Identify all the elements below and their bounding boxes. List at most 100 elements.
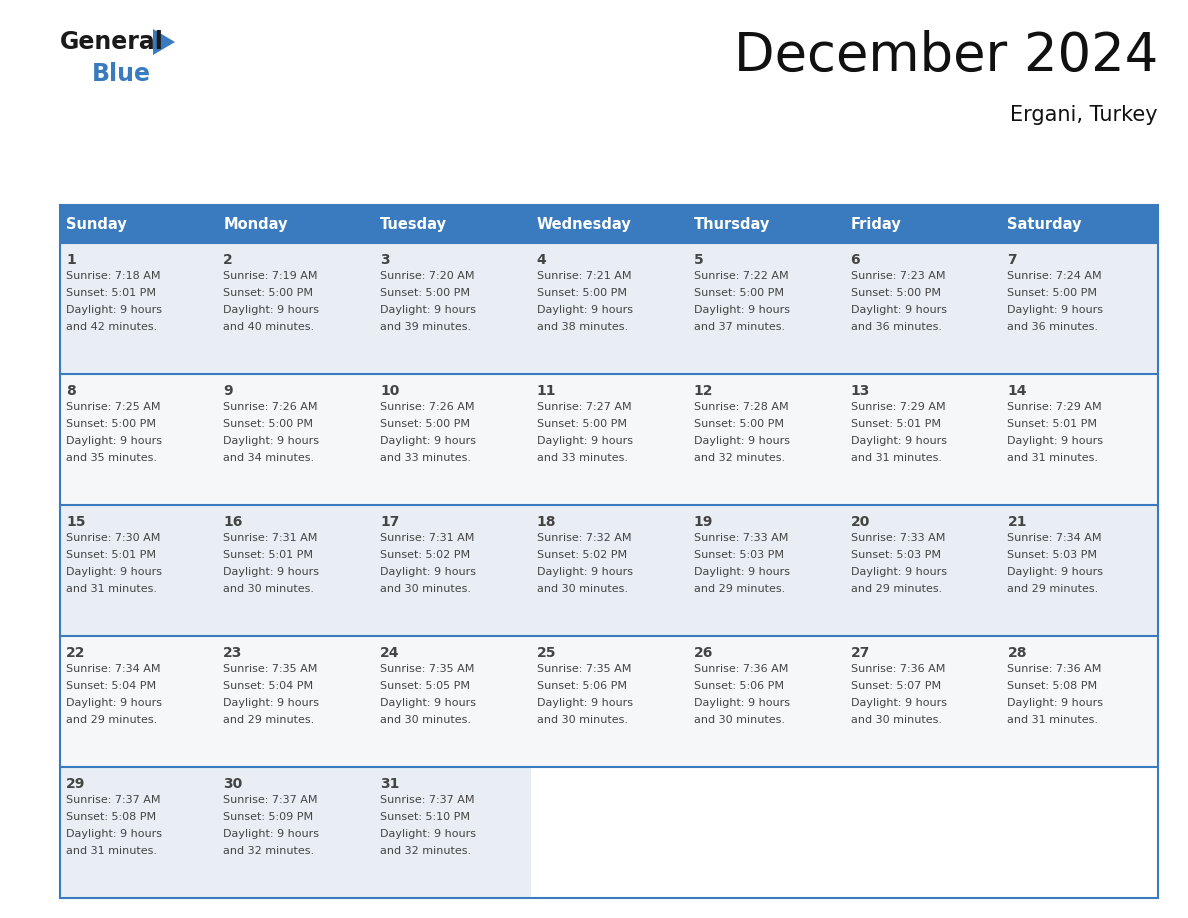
Text: and 30 minutes.: and 30 minutes. xyxy=(694,715,785,725)
Text: 11: 11 xyxy=(537,384,556,398)
Text: Sunrise: 7:20 AM: Sunrise: 7:20 AM xyxy=(380,271,474,281)
Text: 9: 9 xyxy=(223,384,233,398)
Text: Daylight: 9 hours: Daylight: 9 hours xyxy=(223,567,320,577)
Bar xyxy=(1001,505,1158,636)
Bar xyxy=(374,374,531,505)
Text: and 36 minutes.: and 36 minutes. xyxy=(851,322,942,332)
Bar xyxy=(845,505,1001,636)
Bar xyxy=(845,205,1001,243)
Bar xyxy=(688,636,845,767)
Text: Sunrise: 7:29 AM: Sunrise: 7:29 AM xyxy=(851,402,946,412)
Bar xyxy=(217,505,374,636)
Text: Sunset: 5:00 PM: Sunset: 5:00 PM xyxy=(537,419,627,429)
Text: 3: 3 xyxy=(380,253,390,267)
Text: Daylight: 9 hours: Daylight: 9 hours xyxy=(1007,698,1104,708)
Text: Sunset: 5:01 PM: Sunset: 5:01 PM xyxy=(223,550,314,560)
Bar xyxy=(688,374,845,505)
Text: 16: 16 xyxy=(223,515,242,529)
Text: and 32 minutes.: and 32 minutes. xyxy=(223,846,315,856)
Text: and 30 minutes.: and 30 minutes. xyxy=(851,715,942,725)
Text: Daylight: 9 hours: Daylight: 9 hours xyxy=(851,567,947,577)
Bar xyxy=(1001,243,1158,374)
Text: Sunset: 5:00 PM: Sunset: 5:00 PM xyxy=(380,288,470,298)
Text: Daylight: 9 hours: Daylight: 9 hours xyxy=(67,436,163,446)
Bar xyxy=(61,374,217,505)
Text: Daylight: 9 hours: Daylight: 9 hours xyxy=(380,567,476,577)
Text: 2: 2 xyxy=(223,253,233,267)
Text: and 42 minutes.: and 42 minutes. xyxy=(67,322,158,332)
Text: and 32 minutes.: and 32 minutes. xyxy=(380,846,472,856)
Text: Sunrise: 7:32 AM: Sunrise: 7:32 AM xyxy=(537,533,631,543)
Text: and 30 minutes.: and 30 minutes. xyxy=(380,584,470,594)
Text: Sunrise: 7:33 AM: Sunrise: 7:33 AM xyxy=(851,533,944,543)
Text: 26: 26 xyxy=(694,646,713,660)
Text: Sunrise: 7:35 AM: Sunrise: 7:35 AM xyxy=(223,664,317,674)
Text: Daylight: 9 hours: Daylight: 9 hours xyxy=(67,305,163,315)
Bar xyxy=(61,636,217,767)
Bar xyxy=(531,205,688,243)
Text: 22: 22 xyxy=(67,646,86,660)
Text: December 2024: December 2024 xyxy=(734,30,1158,82)
Text: Sunrise: 7:33 AM: Sunrise: 7:33 AM xyxy=(694,533,788,543)
Polygon shape xyxy=(153,29,175,55)
Text: Sunrise: 7:30 AM: Sunrise: 7:30 AM xyxy=(67,533,160,543)
Text: and 30 minutes.: and 30 minutes. xyxy=(380,715,470,725)
Text: Sunrise: 7:31 AM: Sunrise: 7:31 AM xyxy=(223,533,317,543)
Text: Sunset: 5:04 PM: Sunset: 5:04 PM xyxy=(67,681,157,691)
Text: Sunset: 5:03 PM: Sunset: 5:03 PM xyxy=(694,550,784,560)
Text: Sunrise: 7:27 AM: Sunrise: 7:27 AM xyxy=(537,402,632,412)
Text: 19: 19 xyxy=(694,515,713,529)
Text: Sunrise: 7:36 AM: Sunrise: 7:36 AM xyxy=(694,664,788,674)
Text: 27: 27 xyxy=(851,646,870,660)
Text: and 31 minutes.: and 31 minutes. xyxy=(1007,715,1099,725)
Text: Daylight: 9 hours: Daylight: 9 hours xyxy=(1007,436,1104,446)
Text: and 29 minutes.: and 29 minutes. xyxy=(1007,584,1099,594)
Text: and 30 minutes.: and 30 minutes. xyxy=(537,715,627,725)
Bar xyxy=(688,243,845,374)
Text: 29: 29 xyxy=(67,777,86,791)
Text: 14: 14 xyxy=(1007,384,1026,398)
Bar xyxy=(1001,374,1158,505)
Text: and 31 minutes.: and 31 minutes. xyxy=(1007,453,1099,463)
Text: Sunrise: 7:31 AM: Sunrise: 7:31 AM xyxy=(380,533,474,543)
Bar xyxy=(845,636,1001,767)
Text: Sunset: 5:06 PM: Sunset: 5:06 PM xyxy=(694,681,784,691)
Text: Sunset: 5:01 PM: Sunset: 5:01 PM xyxy=(67,550,157,560)
Text: Sunset: 5:00 PM: Sunset: 5:00 PM xyxy=(851,288,941,298)
Text: Sunset: 5:00 PM: Sunset: 5:00 PM xyxy=(537,288,627,298)
Bar xyxy=(374,205,531,243)
Bar xyxy=(217,205,374,243)
Text: Sunday: Sunday xyxy=(67,217,127,231)
Text: 28: 28 xyxy=(1007,646,1026,660)
Bar xyxy=(845,243,1001,374)
Bar xyxy=(374,243,531,374)
Text: Sunset: 5:02 PM: Sunset: 5:02 PM xyxy=(380,550,470,560)
Bar xyxy=(217,374,374,505)
Bar xyxy=(531,636,688,767)
Text: 6: 6 xyxy=(851,253,860,267)
Text: Daylight: 9 hours: Daylight: 9 hours xyxy=(694,567,790,577)
Bar xyxy=(531,243,688,374)
Bar xyxy=(374,505,531,636)
Text: and 40 minutes.: and 40 minutes. xyxy=(223,322,315,332)
Text: and 29 minutes.: and 29 minutes. xyxy=(694,584,785,594)
Text: Sunrise: 7:21 AM: Sunrise: 7:21 AM xyxy=(537,271,631,281)
Bar xyxy=(688,205,845,243)
Text: and 31 minutes.: and 31 minutes. xyxy=(851,453,942,463)
Text: Daylight: 9 hours: Daylight: 9 hours xyxy=(223,436,320,446)
Text: 24: 24 xyxy=(380,646,399,660)
Text: Friday: Friday xyxy=(851,217,902,231)
Text: and 33 minutes.: and 33 minutes. xyxy=(537,453,627,463)
Text: Sunset: 5:03 PM: Sunset: 5:03 PM xyxy=(851,550,941,560)
Text: Sunset: 5:09 PM: Sunset: 5:09 PM xyxy=(223,812,314,822)
Text: Daylight: 9 hours: Daylight: 9 hours xyxy=(537,698,633,708)
Text: and 35 minutes.: and 35 minutes. xyxy=(67,453,157,463)
Text: and 39 minutes.: and 39 minutes. xyxy=(380,322,472,332)
Text: Sunrise: 7:36 AM: Sunrise: 7:36 AM xyxy=(851,664,944,674)
Bar xyxy=(531,505,688,636)
Bar xyxy=(217,767,374,898)
Text: Monday: Monday xyxy=(223,217,287,231)
Text: Sunrise: 7:22 AM: Sunrise: 7:22 AM xyxy=(694,271,789,281)
Text: 1: 1 xyxy=(67,253,76,267)
Text: Sunset: 5:06 PM: Sunset: 5:06 PM xyxy=(537,681,627,691)
